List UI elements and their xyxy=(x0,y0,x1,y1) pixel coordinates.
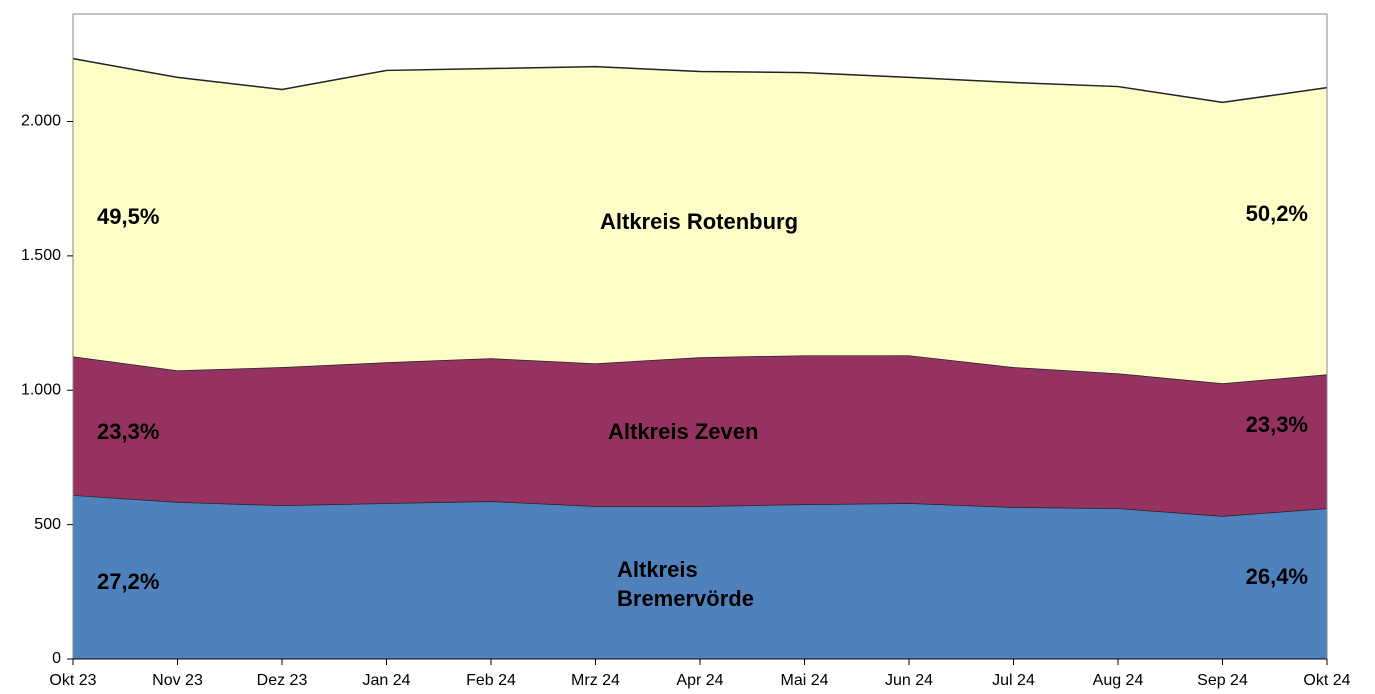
area-edge xyxy=(72,354,1328,385)
x-tick-label: Jan 24 xyxy=(362,672,410,689)
y-tick-label: 1.000 xyxy=(21,381,61,398)
x-tick-label: Nov 23 xyxy=(152,672,203,689)
series-label: Altkreis Bremervörde xyxy=(617,557,754,611)
share-label: 26,4% xyxy=(1246,564,1308,589)
x-tick-label: Apr 24 xyxy=(676,672,723,689)
x-tick-label: Okt 23 xyxy=(49,672,96,689)
x-tick-label: Dez 23 xyxy=(257,672,308,689)
share-label: 27,2% xyxy=(97,569,159,594)
x-tick-label: Sep 24 xyxy=(1197,672,1248,689)
series-label: Altkreis Rotenburg xyxy=(600,209,799,234)
y-tick-label: 500 xyxy=(34,516,61,533)
x-tick-label: Okt 24 xyxy=(1303,672,1350,689)
x-tick-label: Jul 24 xyxy=(992,672,1035,689)
area-edge xyxy=(72,57,1328,104)
share-label: 49,5% xyxy=(97,204,159,229)
x-tick-label: Jun 24 xyxy=(885,672,933,689)
share-label: 50,2% xyxy=(1246,201,1308,226)
share-label: 23,3% xyxy=(97,419,159,444)
area xyxy=(73,495,1327,659)
x-tick-label: Feb 24 xyxy=(466,672,516,689)
x-tick-label: Mai 24 xyxy=(780,672,828,689)
share-label: 23,3% xyxy=(1246,412,1308,437)
area xyxy=(73,58,1327,384)
series-label: Altkreis Zeven xyxy=(608,419,759,444)
y-tick-label: 2.000 xyxy=(21,113,61,130)
area xyxy=(73,355,1327,517)
y-tick-label: 0 xyxy=(52,650,61,667)
x-tick-label: Aug 24 xyxy=(1093,672,1144,689)
y-tick-label: 1.500 xyxy=(21,247,61,264)
x-tick-label: Mrz 24 xyxy=(571,672,620,689)
